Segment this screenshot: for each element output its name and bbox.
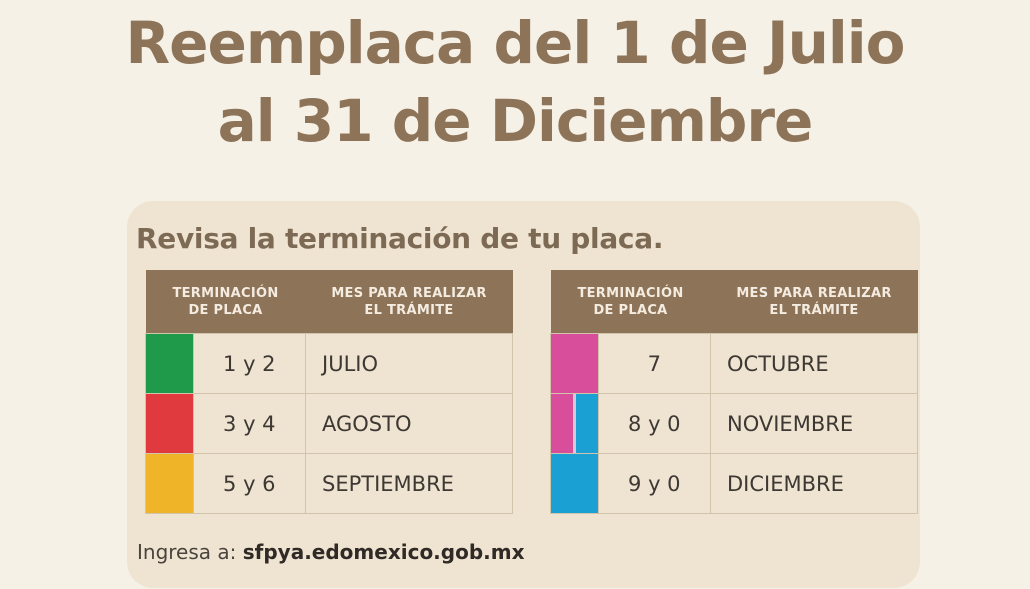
column-header-month: MES PARA REALIZAR EL TRÁMITE	[305, 270, 513, 334]
swatch-half-pink	[551, 394, 573, 453]
title-line-2: al 31 de Diciembre	[217, 87, 814, 155]
table-row: 5 y 6 SEPTIEMBRE	[145, 453, 513, 514]
left-plate-table: TERMINACIÓN DE PLACA MES PARA REALIZAR EL …	[145, 270, 513, 514]
color-swatch-pink	[550, 333, 599, 394]
column-header-month: MES PARA REALIZAR EL TRÁMITE	[710, 270, 918, 334]
panel-subtitle: Revisa la terminación de tu placa.	[136, 222, 664, 255]
month-name: OCTUBRE	[710, 333, 918, 394]
website-link[interactable]: sfpya.edomexico.gob.mx	[242, 540, 525, 564]
table-row: 3 y 4 AGOSTO	[145, 393, 513, 454]
footer-note: Ingresa a: sfpya.edomexico.gob.mx	[137, 540, 525, 564]
month-name: AGOSTO	[305, 393, 513, 454]
plate-ending: 3 y 4	[192, 393, 307, 454]
table-row: 1 y 2 JULIO	[145, 333, 513, 394]
table-row: 7 OCTUBRE	[550, 333, 918, 394]
column-header-ending: TERMINACIÓN DE PLACA	[145, 270, 306, 334]
month-name: DICIEMBRE	[710, 453, 918, 514]
plate-ending: 1 y 2	[192, 333, 307, 394]
color-swatch-red	[145, 393, 194, 454]
swatch-half-blue	[575, 394, 598, 453]
color-swatch-yellow	[145, 453, 194, 514]
color-swatch-blue	[550, 453, 599, 514]
month-name: SEPTIEMBRE	[305, 453, 513, 514]
plate-ending: 8 y 0	[597, 393, 712, 454]
right-plate-table: TERMINACIÓN DE PLACA MES PARA REALIZAR EL …	[550, 270, 918, 514]
color-swatch-green	[145, 333, 194, 394]
color-swatch-pink-blue	[550, 393, 599, 454]
plate-ending: 7	[597, 333, 712, 394]
month-name: JULIO	[305, 333, 513, 394]
swatch-divider	[572, 394, 576, 453]
plate-ending: 5 y 6	[192, 453, 307, 514]
table-row: 8 y 0 NOVIEMBRE	[550, 393, 918, 454]
column-header-ending: TERMINACIÓN DE PLACA	[550, 270, 711, 334]
plate-ending: 9 y 0	[597, 453, 712, 514]
footer-label: Ingresa a:	[137, 540, 243, 564]
title-line-1: Reemplaca del 1 de Julio	[125, 9, 905, 77]
table-row: 9 y 0 DICIEMBRE	[550, 453, 918, 514]
month-name: NOVIEMBRE	[710, 393, 918, 454]
